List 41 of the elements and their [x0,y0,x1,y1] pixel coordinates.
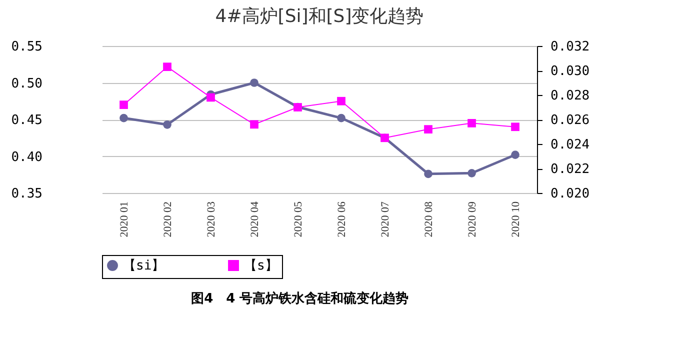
point [120,114,128,122]
x-tick-label: 2020 03 [205,201,218,238]
x-tick-label: 2020 01 [118,202,130,238]
point [424,125,432,134]
y-tick-label: 0.35 [11,186,42,202]
point [206,93,215,102]
caption: 图4 4 号高炉铁水含硅和硫变化趋势 [191,290,409,306]
y2-tick-label: 0.020 [550,186,590,202]
point [468,168,476,178]
y2-tick-label: 0.032 [550,40,590,54]
y-tick-label: 0.55 [11,40,42,54]
x-tick-label: 2020 06 [336,201,348,238]
point [511,150,520,159]
point [163,120,172,129]
point [424,170,432,178]
x-tick-label: 2020 04 [248,201,261,238]
y-tick-label: 0.45 [11,113,42,128]
point [468,118,476,128]
x-tick-label: 2020 02 [162,202,174,238]
point [337,114,346,122]
y2-tick-label: 0.022 [550,162,590,177]
y2-tick-label: 0.030 [550,64,590,79]
x-tick-label: 2020 05 [292,201,304,238]
legend-label: 【s】 [244,258,278,274]
point [120,100,128,109]
point [511,122,520,132]
point [250,78,258,87]
point [337,96,346,106]
point [163,62,172,72]
legend-label: 【si】 [123,258,165,274]
x-tick-label: 2020 07 [379,201,392,238]
x-tick-label: 2020 10 [510,201,522,238]
y-tick-label: 0.40 [11,150,42,165]
chart-title: 4#高炉[Si]和[S]变化趋势 [215,6,424,27]
y-tick-label: 0.50 [11,76,42,92]
y2-tick-label: 0.024 [550,138,590,152]
x-tick-label: 2020 09 [466,201,478,238]
y2-tick-label: 0.026 [550,113,590,128]
x-tick-label: 2020 08 [422,201,435,238]
y2-tick-label: 0.028 [550,88,590,104]
point [250,120,258,129]
